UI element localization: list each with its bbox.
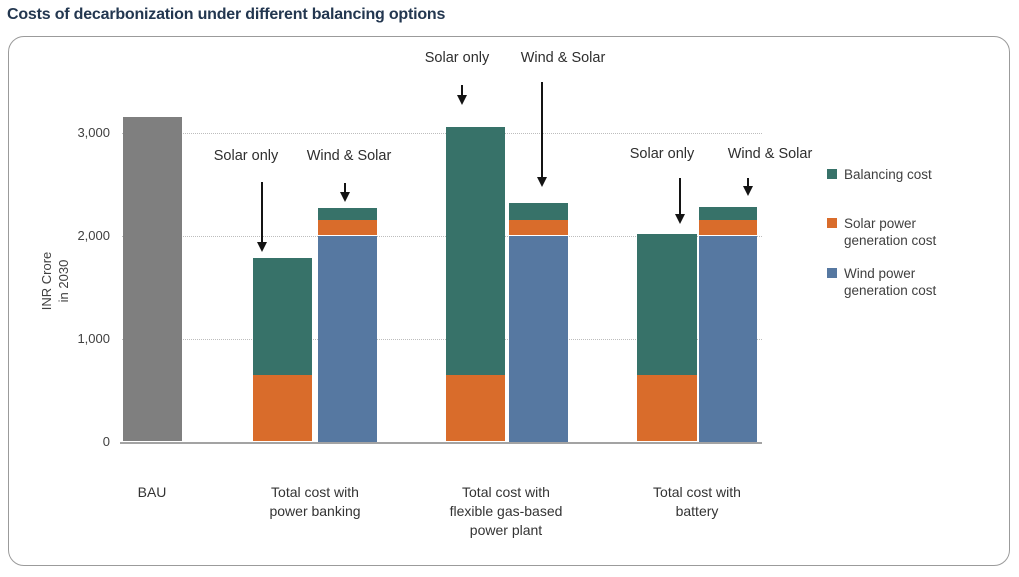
down-arrow-icon (675, 214, 685, 224)
down-arrow-shaft (344, 183, 346, 193)
bar-wind-solar-segment-balancing (318, 207, 377, 221)
bar-wind-solar-segment-wind (699, 235, 757, 442)
bar-bau-segment-bau (123, 117, 182, 442)
x-axis-label-line: BAU (137, 484, 167, 500)
y-tick-label-2000: 2,000 (77, 227, 110, 243)
legend-item-solar: Solar power generation cost (827, 215, 936, 249)
y-axis-title-line1: INR Crore (39, 251, 55, 311)
bar-wind-solar-segment-solar (699, 220, 757, 236)
x-axis-label-line: flexible gas-based (449, 503, 563, 519)
annotation-label: Wind & Solar (306, 148, 392, 164)
down-arrow-icon (340, 192, 350, 202)
legend-label-line: Solar power (844, 216, 917, 231)
down-arrow-icon (257, 242, 267, 252)
bar-solar-only-segment-solar (446, 374, 505, 442)
bar-wind-solar-segment-solar (318, 220, 377, 236)
legend-swatch-balancing (827, 169, 837, 179)
bar-wind-solar-segment-wind (318, 235, 377, 442)
bar-solar-only-segment-balancing (253, 258, 312, 375)
legend-label-line: Wind power (844, 266, 916, 281)
annotation-label: Wind & Solar (727, 146, 813, 162)
y-axis-title-line2: in 2030 (56, 259, 71, 303)
x-axis-line (120, 441, 762, 444)
y-gridline-1000 (122, 338, 762, 340)
legend-label-line: generation cost (844, 283, 937, 298)
down-arrow-icon (457, 95, 467, 105)
figure-title: Costs of decarbonization under different… (7, 6, 446, 23)
y-tick-label-3000: 3,000 (77, 124, 110, 140)
legend-label: Balancing cost (844, 166, 932, 183)
legend-swatch-solar (827, 218, 837, 228)
y-tick-label-1000: 1,000 (77, 330, 110, 346)
y-gridline-2000 (122, 235, 762, 237)
annotation-label: Solar only (424, 50, 490, 66)
down-arrow-shaft (747, 178, 749, 187)
down-arrow-shaft (541, 82, 543, 178)
bar-solar-only-segment-balancing (446, 127, 505, 375)
down-arrow-shaft (261, 182, 263, 243)
x-axis-label: Total cost with battery (653, 483, 741, 521)
annotation-label: Solar only (213, 148, 279, 164)
x-axis-label-line: Total cost with (271, 484, 359, 500)
legend-label-line: generation cost (844, 233, 937, 248)
x-axis-label-line: Total cost with (653, 484, 741, 500)
legend-item-balancing: Balancing cost (827, 166, 932, 183)
bar-wind-solar-segment-solar (509, 220, 568, 236)
x-axis-label-line: Total cost with (462, 484, 550, 500)
x-axis-label-line: power plant (469, 522, 543, 538)
bar-wind-solar-segment-balancing (699, 206, 757, 221)
annotation-label: Solar only (629, 146, 695, 162)
x-axis-label: Total cost with flexible gas-based power p… (450, 483, 563, 540)
down-arrow-icon (537, 177, 547, 187)
legend-label: Wind power generation cost (844, 265, 936, 299)
bar-wind-solar-segment-wind (509, 235, 568, 442)
x-axis-label: BAU (138, 483, 167, 502)
x-axis-label-line: power banking (269, 503, 361, 519)
bar-solar-only-segment-solar (253, 374, 312, 442)
annotation-label: Wind & Solar (520, 50, 606, 66)
down-arrow-shaft (461, 85, 463, 96)
bar-solar-only-segment-balancing (637, 234, 697, 375)
legend-swatch-wind (827, 268, 837, 278)
down-arrow-shaft (679, 178, 681, 215)
y-gridline-3000 (122, 132, 762, 134)
x-axis-label-line: battery (675, 503, 719, 519)
y-axis-title: INR Crore in 2030 (39, 252, 73, 311)
x-axis-label: Total cost with power banking (269, 483, 360, 521)
y-tick-label-0: 0 (102, 433, 110, 449)
bar-wind-solar-segment-balancing (509, 202, 568, 221)
legend-label: Solar power generation cost (844, 215, 936, 249)
legend-item-wind: Wind power generation cost (827, 265, 936, 299)
legend-label-line: Balancing cost (844, 167, 932, 182)
bar-solar-only-segment-solar (637, 374, 697, 442)
down-arrow-icon (743, 186, 753, 196)
